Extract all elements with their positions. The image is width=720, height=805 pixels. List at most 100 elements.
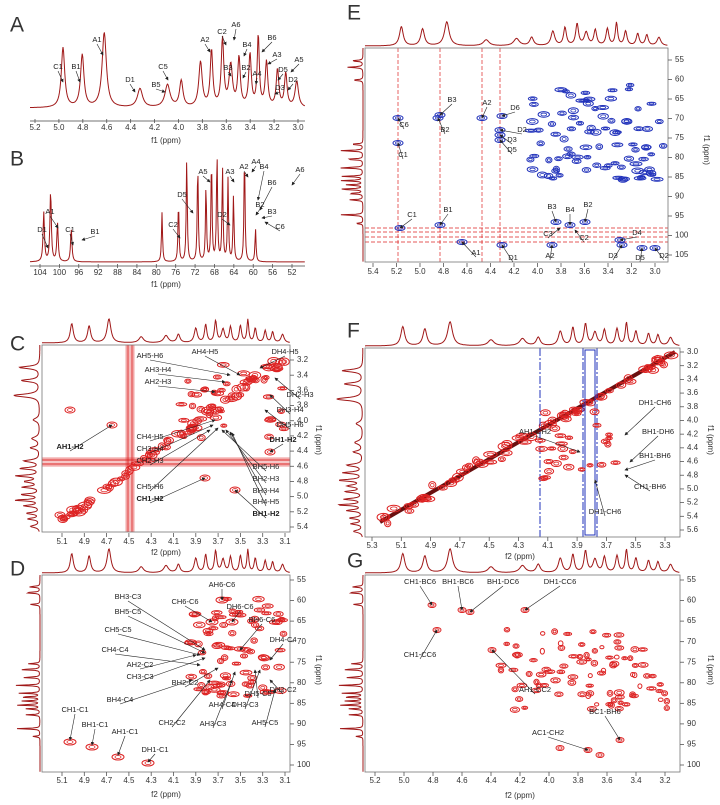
annotation-arrow [244,669,261,710]
spectrum-1d [13,345,41,532]
x-tick-label: 3.3 [659,541,671,550]
peak-annotation: BH3-H4 [253,486,280,495]
cross-peak [540,112,548,117]
cross-peak [596,670,607,676]
cross-peak [616,633,622,637]
cross-peak [228,629,237,637]
cross-peak [579,643,584,646]
cross-peak [549,424,561,432]
cross-peak [265,395,272,399]
cross-peak [565,465,572,469]
cross-peak [521,705,529,710]
cross-peak [184,430,195,435]
cross-peak [641,125,654,132]
cross-peak [211,610,223,616]
y-tick-label: 5.4 [687,511,699,520]
cross-peak [230,692,237,696]
annotation-arrow [129,83,136,93]
cross-peak [549,122,555,126]
cross-peak [659,360,664,365]
cross-peak [465,462,474,469]
cross-peak [634,106,642,112]
y-tick-label: 5.0 [297,492,309,501]
cross-peak [212,641,226,648]
y-tick-label: 4.8 [687,470,699,479]
cross-peak [483,451,498,458]
cross-peak [617,176,629,183]
cross-peak [218,682,224,687]
y-tick-label: 3.4 [687,374,699,383]
cross-peak [547,121,557,127]
annotation-arrow [624,406,656,436]
cross-peak [514,644,518,648]
cross-peak [558,411,572,419]
cross-peak [527,129,535,132]
peak-annotation: CH1-BC6 [404,577,436,586]
cross-peak [66,511,77,518]
peak-annotation: A4 [252,69,261,78]
peak-annotation: DH3-H4 [276,405,303,414]
cross-peak [632,162,640,166]
x-tick-label: 4.6 [456,776,468,785]
cross-peak [649,173,655,176]
cross-peak [605,442,610,447]
cross-peak [631,167,645,175]
cross-peak [544,669,556,675]
plot-frame [41,344,291,533]
cross-peak [528,158,533,162]
cross-peak [163,436,174,444]
cross-peak [617,695,623,699]
cross-peak [550,677,561,684]
cross-peak [536,171,548,179]
cross-peak [626,156,632,161]
cross-peak [227,647,233,650]
cross-peak [663,351,679,360]
cross-peak [277,359,284,365]
peak-annotation: CH5-C5 [104,625,131,634]
cross-peak [610,161,620,166]
cross-peak [185,673,197,680]
annotation-arrow [534,435,581,453]
peak-annotation: D2 [517,125,527,134]
peak-annotation: B3 [447,95,456,104]
cross-peak [590,659,599,667]
peak-annotation: A1 [45,207,54,216]
cross-peak [216,362,230,368]
annotation-arrow [469,585,504,613]
x-tick-label: 4.7 [101,776,113,785]
x-axis-title: f1 (ppm) [151,136,181,145]
cross-peak [219,395,231,404]
x-tick-label: 4.4 [485,267,497,276]
y-tick-label: 100 [687,760,701,769]
peak-annotation: D2 [217,210,227,219]
cross-peak [262,394,275,400]
cross-peak [552,132,559,136]
cross-peak [537,439,544,442]
annotation-arrow [261,41,273,53]
x-tick-label: 4.9 [425,541,437,550]
cross-peak [220,654,229,661]
cross-peak [617,700,624,706]
annotation-arrow [437,117,446,135]
annotation-arrow [255,208,261,216]
peak-annotation: A6 [295,165,304,174]
cross-peak [615,640,620,644]
annotation-arrow [119,679,193,705]
cross-peak [123,474,128,479]
cross-peak [563,463,575,471]
cross-peak [657,358,666,367]
annotation-arrow [269,679,284,695]
annotation-arrow [461,241,477,258]
y-tick-label: 3.6 [687,388,699,397]
cross-peak [211,681,218,685]
cross-peak [221,623,227,627]
annotation-arrow [269,443,284,453]
cross-peak [614,143,621,147]
cross-peak [589,408,600,416]
peak-annotation: DH4-C4 [269,635,296,644]
annotation-arrow [619,236,638,242]
spectrum-1d [365,547,680,574]
cross-peak [579,692,585,696]
x-tick-label: 5.3 [366,541,378,550]
cross-peak [255,597,262,601]
